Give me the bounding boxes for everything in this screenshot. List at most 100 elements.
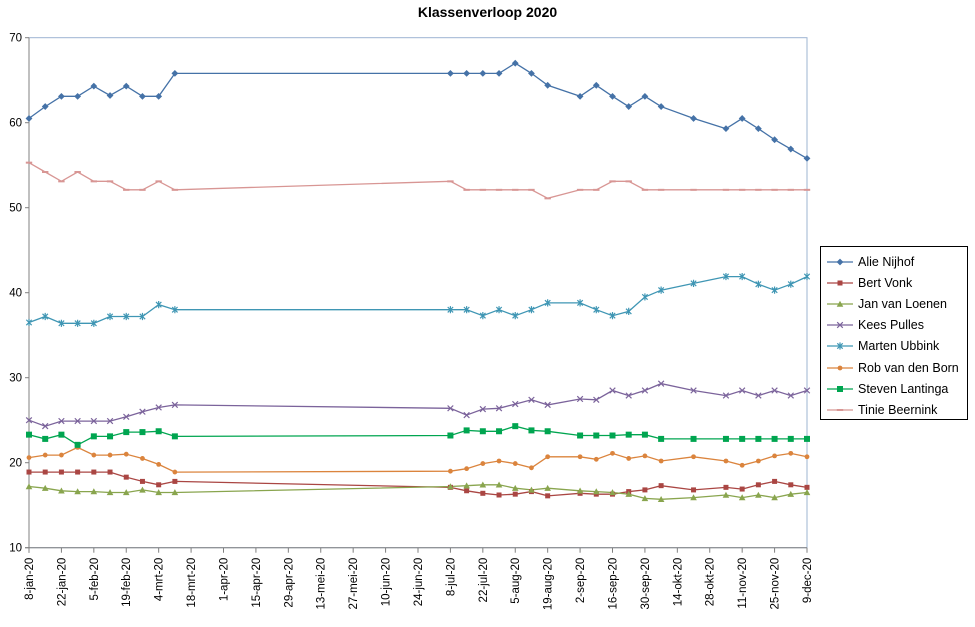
data-point-marker <box>544 197 551 200</box>
data-point-marker <box>544 428 551 435</box>
data-point-marker <box>755 188 762 191</box>
y-axis-tick-label: 70 <box>9 33 22 45</box>
data-point-marker <box>658 286 665 294</box>
data-point-marker <box>657 495 665 502</box>
series-line-alie-nijhof <box>28 62 808 159</box>
data-point-marker <box>495 405 503 412</box>
data-point-marker <box>625 431 632 438</box>
legend-item-kees-pulles: Kees Pulles <box>826 315 967 336</box>
data-point-marker <box>42 435 49 442</box>
data-point-marker <box>91 452 97 458</box>
data-point-marker <box>495 306 503 314</box>
data-point-marker <box>511 59 519 67</box>
filled-square-legend-marker-icon <box>827 385 853 392</box>
data-point-marker <box>155 404 162 411</box>
data-point-marker <box>592 488 600 495</box>
data-point-marker <box>738 188 746 191</box>
data-point-marker <box>171 70 179 77</box>
data-point-marker <box>690 494 697 501</box>
data-point-marker <box>690 115 697 122</box>
data-point-marker <box>480 461 486 466</box>
data-point-marker <box>625 180 632 183</box>
data-point-marker <box>722 435 729 442</box>
data-point-marker <box>803 387 811 394</box>
data-point-marker <box>754 125 762 133</box>
data-point-marker <box>26 455 32 460</box>
legend-label: Kees Pulles <box>858 318 925 333</box>
data-point-marker <box>787 145 795 153</box>
data-point-marker <box>576 188 584 191</box>
series-line-marten-ubbink <box>28 275 808 324</box>
x-axis-tick-label: 1-apr-20 <box>219 558 231 601</box>
x-axis-tick-label: 2-sep-20 <box>575 558 587 603</box>
data-point-marker <box>463 188 470 191</box>
data-point-marker <box>593 456 599 462</box>
data-point-marker <box>625 103 633 110</box>
data-point-marker <box>123 474 129 480</box>
legend-label: Rob van den Born <box>858 360 959 375</box>
data-point-marker <box>58 180 65 183</box>
x-axis-tick-label: 13-mei-20 <box>316 558 328 610</box>
data-point-marker <box>657 103 665 110</box>
data-point-marker <box>771 188 778 191</box>
data-point-marker <box>593 188 600 191</box>
data-point-marker <box>755 392 762 399</box>
data-point-marker <box>625 490 633 497</box>
data-point-marker <box>738 387 746 394</box>
x-axis-tick-label: 4-mrt-20 <box>154 558 166 601</box>
data-point-marker <box>641 188 649 191</box>
data-point-marker <box>106 489 114 496</box>
data-point-marker <box>155 428 162 435</box>
data-point-marker <box>658 483 664 489</box>
data-point-marker <box>58 319 65 327</box>
triangle-legend-marker-icon <box>827 300 853 307</box>
data-point-marker <box>463 306 470 314</box>
series-line-kees-pulles <box>28 382 808 427</box>
legend-item-tinie-beernink: Tinie Beernink <box>826 399 967 420</box>
y-axis-tick-label: 50 <box>9 203 22 215</box>
y-axis-tick-label: 10 <box>9 543 22 555</box>
data-point-marker <box>479 70 487 77</box>
data-point-marker <box>512 491 518 497</box>
data-point-marker <box>529 465 534 471</box>
x-axis-tick-label: 11-nov-20 <box>737 558 749 609</box>
data-point-marker <box>447 483 454 490</box>
data-point-marker <box>140 456 145 461</box>
data-point-marker <box>771 286 778 294</box>
data-point-marker <box>772 478 778 484</box>
legend-item-marten-ubbink: Marten Ubbink <box>826 336 967 357</box>
data-point-marker <box>139 429 146 436</box>
data-point-marker <box>803 155 811 162</box>
data-point-marker <box>172 478 178 484</box>
legend-item-steven-lantinga: Steven Lantinga <box>826 378 967 399</box>
data-point-marker <box>803 188 811 191</box>
data-point-marker <box>609 180 616 183</box>
data-point-marker <box>41 422 49 430</box>
data-point-marker <box>106 312 114 321</box>
data-point-marker <box>479 481 487 488</box>
data-point-marker <box>836 342 844 350</box>
data-point-marker <box>641 387 649 394</box>
data-point-marker <box>528 306 535 314</box>
data-point-marker <box>787 392 795 399</box>
data-point-marker <box>576 92 584 100</box>
data-point-marker <box>771 387 778 394</box>
data-point-marker <box>641 293 649 301</box>
data-point-marker <box>464 488 470 494</box>
data-point-marker <box>42 312 49 321</box>
data-point-marker <box>690 188 697 191</box>
data-point-marker <box>171 401 179 409</box>
series-line-rob-van-den-born <box>28 446 808 473</box>
data-point-marker <box>41 103 49 110</box>
legend-item-alie-nijhof: Alie Nijhof <box>826 251 967 272</box>
data-point-marker <box>771 136 778 144</box>
data-point-marker <box>738 115 746 122</box>
data-point-marker <box>74 319 81 327</box>
x-axis-tick-label: 14-okt-20 <box>672 558 684 607</box>
data-point-marker <box>804 484 810 490</box>
data-point-marker <box>155 301 162 309</box>
data-point-marker <box>837 365 843 370</box>
data-point-marker <box>41 484 49 491</box>
data-point-marker <box>25 161 33 164</box>
